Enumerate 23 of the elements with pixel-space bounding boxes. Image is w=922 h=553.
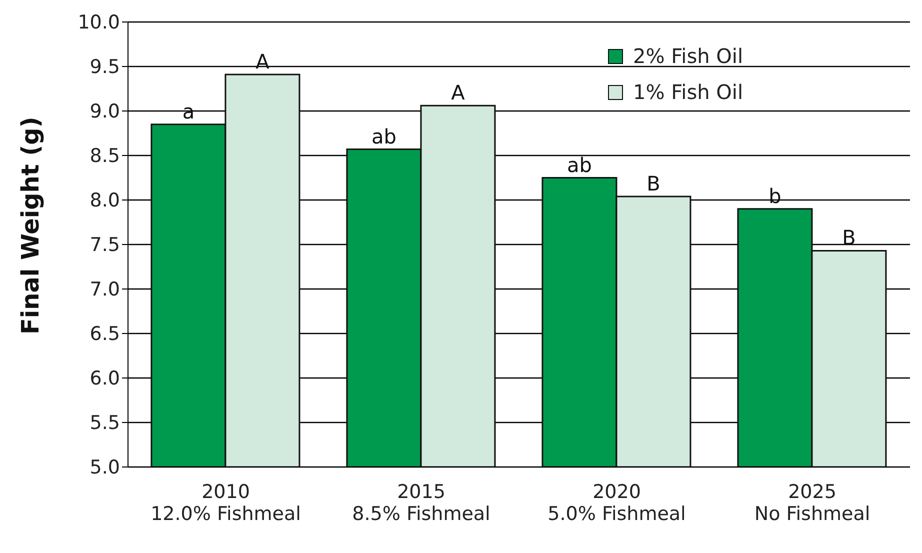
data-label: ab	[371, 124, 396, 148]
y-tick-label: 8.0	[90, 190, 120, 212]
legend-label: 1% Fish Oil	[633, 80, 743, 104]
y-tick-label: 7.5	[90, 234, 120, 256]
y-tick-label: 10.0	[78, 12, 120, 34]
y-tick-label: 5.0	[90, 456, 120, 479]
data-label: A	[451, 80, 466, 105]
legend-label: 2% Fish Oil	[633, 44, 743, 68]
y-axis-title: Final Weight (g)	[16, 116, 45, 334]
data-label: ab	[566, 152, 592, 177]
data-label: B	[842, 226, 856, 250]
y-tick-label: 9.0	[90, 100, 120, 123]
y-tick-label: 6.0	[90, 368, 120, 390]
x-tick-label: 2010 12.0% Fishmeal	[150, 481, 301, 525]
y-tick-label: 7.0	[90, 278, 120, 301]
x-tick-label: 2020 5.0% Fishmeal	[548, 481, 686, 525]
x-tick-label: 2015 8.5% Fishmeal	[352, 481, 490, 525]
x-tick-label: 2025 No Fishmeal	[754, 481, 870, 525]
y-tick-label: 8.5	[90, 145, 120, 168]
y-tick-label: 5.5	[90, 412, 120, 434]
y-tick-label: 9.5	[90, 56, 120, 78]
data-label: B	[646, 171, 660, 196]
y-tick-label: 6.5	[90, 323, 120, 346]
